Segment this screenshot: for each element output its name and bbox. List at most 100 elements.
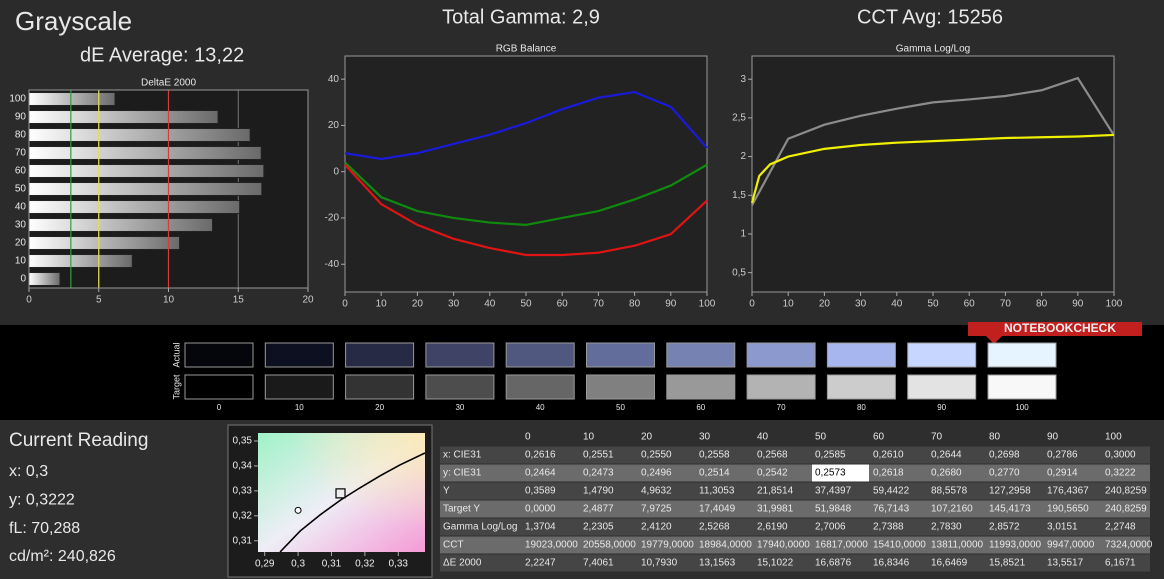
plot-tint [258,433,425,552]
table-cell: 1,4790 [583,486,614,497]
y-tick-label: -20 [325,213,340,224]
target-point [335,488,346,499]
table-cell: 10,7930 [641,558,678,569]
actual-swatch [586,342,655,368]
x-tick-label: 0,32 [355,559,375,570]
table-cell: 240,8259 [1105,504,1147,515]
y-tick-label: 1 [740,229,746,240]
x-tick-label: 100 [1106,299,1123,310]
reading-title: Current Reading [9,430,148,451]
x-tick-label: 10 [163,295,175,306]
logo-badge [968,322,1142,344]
plot-area [751,55,1115,293]
y-tick-label: 50 [15,184,27,195]
page-title: Grayscale [15,6,132,36]
table-cell: 0,2573 [815,468,846,479]
plot-frame [28,89,309,289]
table-cell: 0,2514 [699,468,730,479]
table-cell: 2,4877 [583,504,614,515]
x-tick-label: 90 [665,299,677,310]
target-swatch [987,374,1057,400]
plot-area [344,55,708,293]
column-header: 0 [525,432,531,443]
x-tick-label: 30 [448,299,460,310]
x-tick-label: 0 [749,299,755,310]
reading-line: fL: 70,288 [9,520,80,537]
table-cell: 11,3053 [699,486,735,497]
x-tick-label: 90 [1072,299,1084,310]
table-cell: 21,8514 [757,486,794,497]
x-tick-label: 60 [964,299,976,310]
actual-swatch [505,342,575,368]
chart-title: RGB Balance [496,44,557,55]
table-cell: 2,2305 [583,522,614,533]
series-line [750,133,1115,204]
table-row [440,464,1150,482]
table-cell: 2,7388 [873,522,904,533]
x-tick-label: 15 [233,295,245,306]
table-cell: 0,2551 [583,450,614,461]
table-cell: 0,3589 [525,486,556,497]
x-tick-label: 10 [783,299,795,310]
y-tick-label: 3 [740,74,746,85]
table-cell: 16817,0000 [815,540,868,551]
actual-swatch [746,342,816,368]
column-header: 80 [989,432,1001,443]
row-label: ΔE 2000 [443,558,482,569]
x-tick-label: 40 [484,299,496,310]
table-cell: 4,9632 [641,486,672,497]
target-swatch [264,374,334,400]
table-cell: 176,4367 [1047,486,1089,497]
column-header: 60 [873,432,885,443]
column-header: 100 [1105,432,1122,443]
swatch-label: 100 [1015,403,1029,412]
table-cell: 190,5650 [1047,504,1089,515]
swatch-label: 0 [217,403,222,412]
y-tick-label: 0,5 [732,267,746,278]
table-cell: 15,8521 [989,558,1026,569]
bar [28,236,181,250]
series-line [344,164,708,257]
table-cell: 16,6876 [815,558,852,569]
bar [28,182,263,196]
swatch-label: 40 [536,403,545,412]
x-tick-label: 0 [342,299,348,310]
actual-swatch [987,342,1057,368]
x-tick-label: 80 [629,299,641,310]
actual-swatch [666,342,736,368]
table-cell: 16,8346 [873,558,910,569]
table-cell: 13,1563 [699,558,736,569]
x-tick-label: 0,3 [291,559,305,570]
bar [28,146,262,160]
swatch-label: 30 [455,403,464,412]
table-cell: 2,4120 [641,522,672,533]
row-label: Y [443,486,450,497]
bar [28,92,116,106]
total-gamma: Total Gamma: 2,9 [442,6,600,28]
chart-title: Gamma Log/Log [896,44,971,55]
table-cell: 2,2247 [525,558,556,569]
x-tick-label: 80 [1036,299,1048,310]
de-average: dE Average: 13,22 [80,44,244,66]
bar [28,254,133,268]
table-row [440,500,1150,518]
highlight-cell [812,464,869,482]
row-label: Gamma Log/Log [443,522,518,533]
swatch-label: 80 [857,403,866,412]
table-cell: 145,4173 [989,504,1031,515]
x-tick-label: 50 [520,299,532,310]
table-cell: 1,3704 [525,522,556,533]
table-row [440,536,1150,554]
measured-point [294,506,302,514]
table-cell: 17940,0000 [757,540,810,551]
target-swatch [184,374,254,400]
target-swatch [666,374,736,400]
y-tick-label: 0,31 [233,535,253,546]
table-cell: 7,4061 [583,558,614,569]
reading-line: y: 0,3222 [9,492,75,509]
table-cell: 0,2680 [931,468,962,479]
y-tick-label: 1,5 [732,190,746,201]
table-cell: 2,6190 [757,522,788,533]
column-header: 30 [699,432,711,443]
